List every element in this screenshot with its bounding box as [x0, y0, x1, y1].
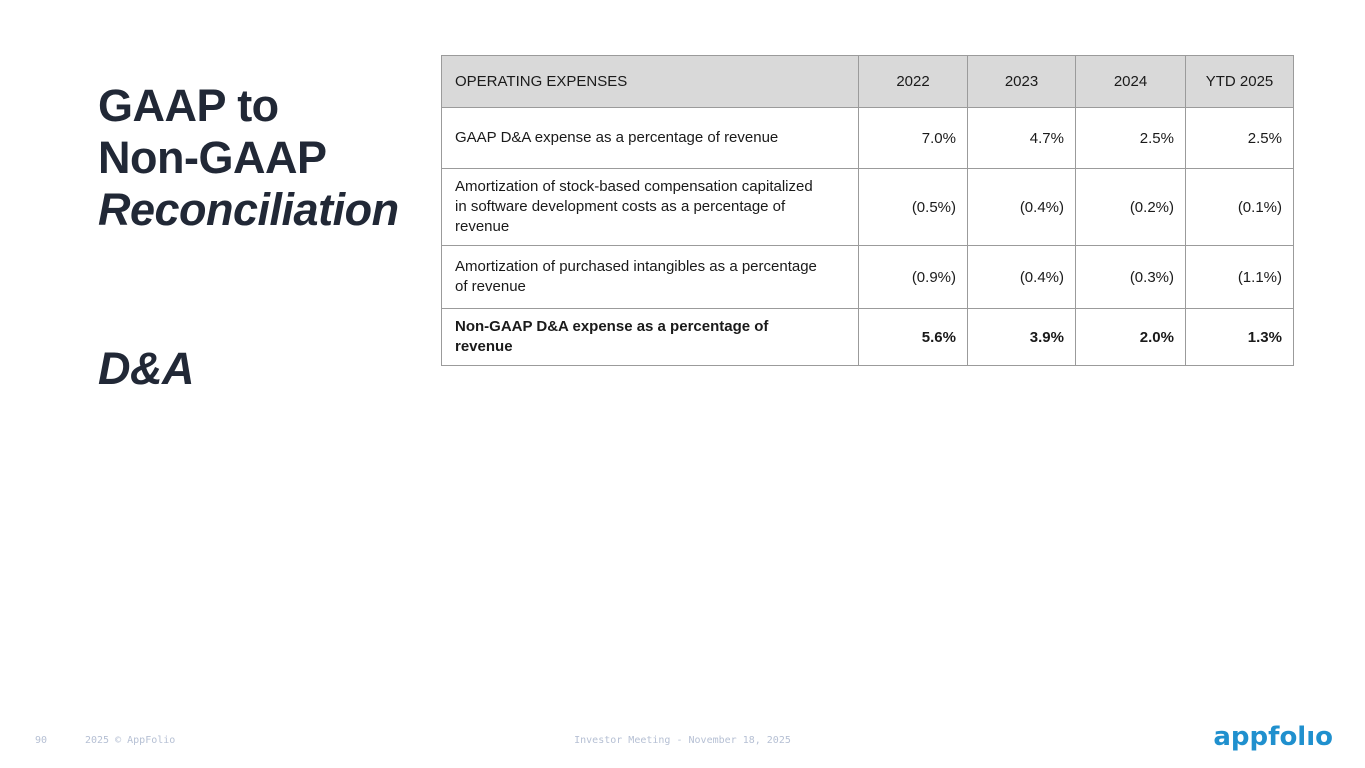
copyright-text: 2025 © AppFolio [85, 735, 176, 746]
reconciliation-table: OPERATING EXPENSES 2022 2023 2024 YTD 20… [441, 55, 1294, 366]
cell-value: (0.1%) [1185, 168, 1294, 246]
cell-value: 1.3% [1185, 308, 1294, 366]
title-line-2: Non-GAAP [98, 132, 327, 183]
header-operating-expenses: OPERATING EXPENSES [441, 55, 859, 108]
page-number: 90 [35, 735, 48, 746]
cell-value: (0.4%) [967, 245, 1076, 309]
cell-value: (0.5%) [858, 168, 968, 246]
cell-value: 2.0% [1075, 308, 1186, 366]
cell-value: 4.7% [967, 107, 1076, 169]
title-line-1: GAAP to [98, 80, 279, 131]
header-2022: 2022 [858, 55, 968, 108]
slide-title: GAAP to Non-GAAP Reconciliation [98, 80, 399, 236]
row-label: GAAP D&A expense as a percentage of reve… [441, 107, 859, 169]
cell-value: 2.5% [1185, 107, 1294, 169]
cell-value: (0.9%) [858, 245, 968, 309]
row-label: Amortization of stock-based compensation… [441, 168, 859, 246]
table-header-row: OPERATING EXPENSES 2022 2023 2024 YTD 20… [441, 55, 1294, 108]
cell-value: (0.3%) [1075, 245, 1186, 309]
row-label: Non-GAAP D&A expense as a percentage of … [441, 308, 859, 366]
cell-value: 7.0% [858, 107, 968, 169]
footer-meeting-title: Investor Meeting - November 18, 2025 [574, 735, 791, 746]
cell-value: (0.4%) [967, 168, 1076, 246]
table-row-total: Non-GAAP D&A expense as a percentage of … [441, 308, 1294, 366]
header-ytd-2025: YTD 2025 [1185, 55, 1294, 108]
header-2023: 2023 [967, 55, 1076, 108]
cell-value: 3.9% [967, 308, 1076, 366]
table-row: GAAP D&A expense as a percentage of reve… [441, 107, 1294, 169]
appfolio-logo: appfolıo [1213, 722, 1333, 752]
cell-value: 5.6% [858, 308, 968, 366]
slide-footer: 90 2025 © AppFolio Investor Meeting - No… [0, 735, 1365, 749]
table-row: Amortization of stock-based compensation… [441, 168, 1294, 246]
cell-value: 2.5% [1075, 107, 1186, 169]
cell-value: (0.2%) [1075, 168, 1186, 246]
slide-subtitle: D&A [98, 343, 195, 394]
row-label: Amortization of purchased intangibles as… [441, 245, 859, 309]
header-2024: 2024 [1075, 55, 1186, 108]
cell-value: (1.1%) [1185, 245, 1294, 309]
table-row: Amortization of purchased intangibles as… [441, 245, 1294, 309]
title-line-3: Reconciliation [98, 184, 399, 235]
